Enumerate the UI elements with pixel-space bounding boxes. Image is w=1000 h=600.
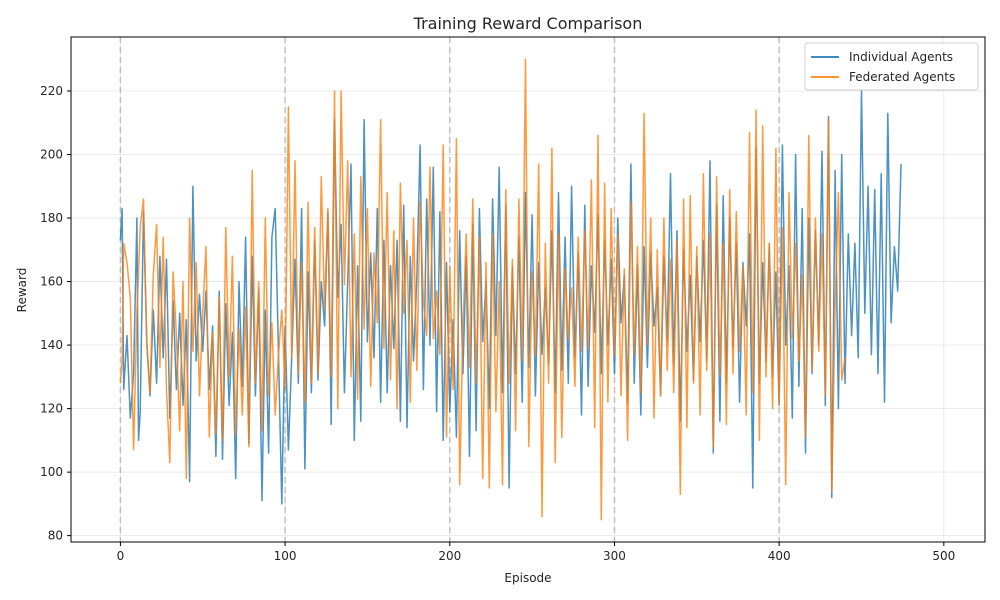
- x-tick-label: 0: [117, 549, 125, 563]
- x-tick-label: 300: [603, 549, 626, 563]
- y-tick-label: 120: [40, 402, 63, 416]
- series-line-federated: [119, 58, 846, 521]
- legend-entry: Federated Agents: [849, 70, 955, 84]
- plot-frame: [70, 36, 986, 543]
- y-tick-label: 80: [48, 529, 63, 543]
- y-tick-label: 200: [40, 148, 63, 162]
- x-axis-ticks: 0 100 200 300 400 500: [117, 542, 955, 563]
- y-tick-label: 140: [40, 338, 63, 352]
- legend-entry: Individual Agents: [849, 50, 953, 64]
- chart-title: Training Reward Comparison: [413, 14, 643, 33]
- y-tick-label: 220: [40, 84, 63, 98]
- x-axis-label: Episode: [504, 571, 551, 585]
- y-tick-label: 100: [40, 465, 63, 479]
- y-tick-label: 160: [40, 275, 63, 289]
- x-tick-label: 400: [768, 549, 791, 563]
- x-tick-label: 500: [932, 549, 955, 563]
- y-tick-label: 180: [40, 211, 63, 225]
- x-tick-label: 200: [438, 549, 461, 563]
- legend-box: [804, 42, 979, 91]
- legend: Individual Agents Federated Agents: [804, 42, 979, 91]
- x-tick-label: 100: [274, 549, 297, 563]
- y-axis-label: Reward: [15, 268, 29, 313]
- y-axis-ticks: 80 100 120 140 160 180 200 220: [40, 84, 71, 543]
- series-lines: [119, 58, 902, 521]
